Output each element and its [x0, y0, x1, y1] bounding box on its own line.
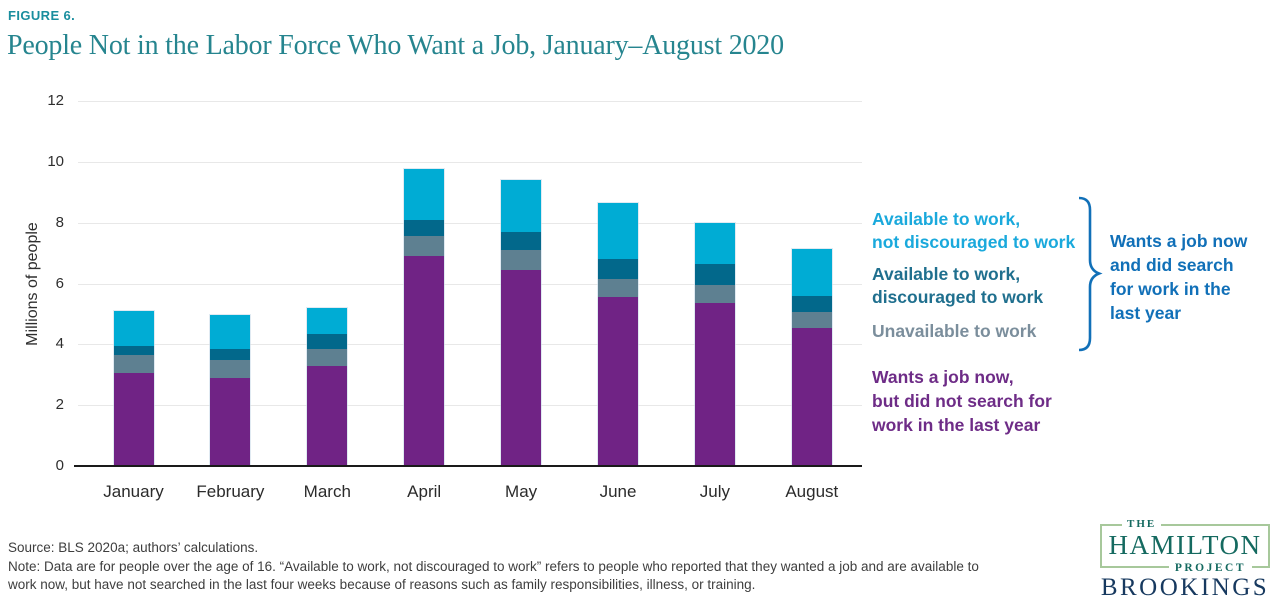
- x-tick-label-january: January: [103, 482, 164, 501]
- bar-segment-july[interactable]: [694, 303, 735, 466]
- bar-segment-january[interactable]: [113, 310, 154, 346]
- bar-january[interactable]: [112, 309, 155, 468]
- y-tick-label-0: 0: [55, 457, 64, 474]
- legend-line: Unavailable to work: [872, 321, 1037, 341]
- plot-area: [78, 101, 862, 468]
- bar-segment-june[interactable]: [598, 297, 638, 466]
- bar-segment-march[interactable]: [307, 365, 348, 466]
- bar-segment-january[interactable]: [113, 354, 154, 374]
- legend-unavailable: Unavailable to work: [872, 320, 1036, 343]
- legend-did-search-label: Wants a job now and did search for work …: [1110, 229, 1247, 325]
- bar-april[interactable]: [403, 168, 446, 467]
- note-line: work now, but have not searched in the l…: [8, 577, 756, 592]
- gridline-12: [78, 101, 862, 102]
- bar-segment-february[interactable]: [210, 377, 251, 466]
- x-tick-label-february: February: [196, 482, 265, 501]
- bar-segment-august[interactable]: [791, 248, 832, 296]
- logo-the-text: THE: [1122, 518, 1162, 530]
- legend-line: and did search: [1110, 255, 1234, 275]
- bar-segment-january[interactable]: [113, 373, 154, 466]
- y-tick-label-8: 8: [55, 213, 64, 231]
- bar-segment-may[interactable]: [501, 269, 542, 466]
- bar-may[interactable]: [500, 179, 543, 467]
- bar-segment-august[interactable]: [791, 312, 832, 328]
- legend-line: Available to work,: [872, 209, 1021, 229]
- hamilton-logo-box: THE HAMILTON PROJECT: [1100, 518, 1270, 574]
- bar-segment-august[interactable]: [791, 295, 832, 313]
- x-tick-label-june: June: [599, 482, 637, 501]
- gridline-2: [78, 405, 862, 407]
- bar-segment-january[interactable]: [113, 345, 154, 355]
- bar-segment-march[interactable]: [307, 348, 348, 366]
- x-axis-line: [74, 465, 862, 467]
- legend-line: not discouraged to work: [872, 232, 1076, 252]
- bar-segment-july[interactable]: [694, 285, 735, 304]
- bar-segment-july[interactable]: [694, 222, 735, 264]
- bar-february[interactable]: [209, 314, 252, 467]
- gridline-4: [78, 344, 862, 346]
- legend-line: Wants a job now,: [872, 367, 1014, 387]
- x-tick-label-march: March: [303, 482, 351, 501]
- bar-segment-june[interactable]: [598, 278, 638, 298]
- legend-line: but did not search for: [872, 391, 1052, 411]
- bar-august[interactable]: [790, 247, 833, 468]
- bar-segment-february[interactable]: [210, 315, 251, 349]
- gridline-10: [78, 161, 862, 163]
- gridline-6: [78, 283, 862, 285]
- bar-segment-march[interactable]: [307, 307, 348, 334]
- y-tick-label-12: 12: [47, 92, 64, 109]
- bar-segment-june[interactable]: [598, 202, 638, 260]
- y-tick-label-4: 4: [55, 335, 64, 353]
- brookings-wordmark: BROOKINGS: [1100, 574, 1270, 601]
- bar-segment-april[interactable]: [404, 256, 445, 466]
- logo-hamilton-text: HAMILTON: [1108, 530, 1262, 560]
- bar-segment-april[interactable]: [404, 236, 445, 257]
- y-tick-label-10: 10: [47, 152, 64, 170]
- footer-notes: Source: BLS 2020a; authors’ calculations…: [8, 539, 979, 595]
- bar-segment-february[interactable]: [210, 359, 251, 378]
- legend-available-discouraged: Available to work, discouraged to work: [872, 263, 1043, 309]
- bar-segment-march[interactable]: [307, 333, 348, 349]
- bar-segment-may[interactable]: [501, 250, 542, 270]
- logo-project-text: PROJECT: [1168, 562, 1252, 574]
- legend-line: Wants a job now: [1110, 231, 1248, 251]
- y-tick-label-6: 6: [55, 274, 64, 292]
- legend-available-not-discouraged: Available to work, not discouraged to wo…: [872, 208, 1075, 254]
- legend-line: for work in the: [1110, 279, 1231, 299]
- gridline-8: [78, 222, 862, 224]
- legend-line: Available to work,: [872, 264, 1021, 284]
- x-tick-label-july: July: [699, 482, 730, 501]
- bar-segment-april[interactable]: [404, 169, 445, 220]
- legend-line: discouraged to work: [872, 287, 1044, 307]
- bar-segment-may[interactable]: [501, 180, 542, 232]
- y-tick-label-2: 2: [55, 396, 64, 414]
- chart-title: People Not in the Labor Force Who Want a…: [7, 30, 784, 61]
- bar-segment-june[interactable]: [598, 259, 638, 279]
- x-tick-label-april: April: [407, 482, 442, 501]
- x-tick-label-august: August: [785, 482, 839, 501]
- bar-segment-july[interactable]: [694, 263, 735, 286]
- bar-segment-april[interactable]: [404, 219, 445, 237]
- bar-july[interactable]: [693, 221, 736, 468]
- bar-march[interactable]: [306, 306, 349, 468]
- bar-segment-august[interactable]: [791, 327, 832, 466]
- bar-segment-february[interactable]: [210, 348, 251, 360]
- legend-line: work in the last year: [872, 415, 1041, 435]
- figure-number-label: FIGURE 6.: [8, 8, 76, 23]
- x-tick-label-may: May: [505, 482, 538, 501]
- bar-segment-may[interactable]: [501, 231, 542, 251]
- legend-line: last year: [1110, 303, 1182, 323]
- x-axis-labels: January February March April May June July Augu…: [78, 482, 862, 506]
- brace-path: [1078, 196, 1103, 352]
- legend-did-not-search-label: Wants a job now, but did not search for …: [872, 365, 1052, 437]
- source-note: Source: BLS 2020a; authors’ calculations…: [8, 540, 259, 555]
- y-axis-labels: 0 2 4 6 8 10 12: [26, 92, 64, 474]
- brace-bracket: [1078, 196, 1103, 352]
- bar-june[interactable]: [597, 201, 639, 468]
- note-line: Note: Data are for people over the age o…: [8, 558, 979, 574]
